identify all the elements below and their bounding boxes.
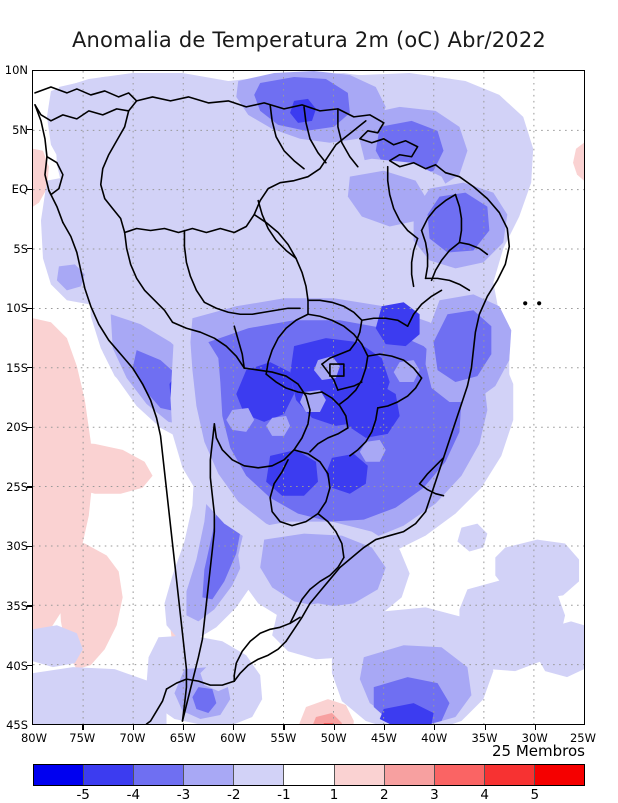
xtick-label: 30W (521, 731, 548, 745)
ytick-label: 5S (13, 241, 28, 256)
colorbar-cell-1 (84, 765, 135, 785)
colorbar-tick-label: 3 (430, 787, 439, 803)
xtick-label: 45W (370, 731, 397, 745)
ytick-label: 45S (6, 718, 28, 732)
cold-anomaly-shading (33, 71, 584, 724)
offshore-island-markers (523, 301, 542, 306)
colorbar-cell-4 (234, 765, 285, 785)
colorbar-cell-5 (284, 765, 335, 785)
colorbar-cell-10 (534, 765, 585, 785)
colorbar-cell-2 (134, 765, 185, 785)
colorbar-tick-label: -1 (277, 787, 291, 803)
colorbar-cell-6 (334, 765, 385, 785)
ytick-label: 10N (4, 63, 28, 77)
colorbar-tick-label: -3 (176, 787, 191, 803)
map-plot-area (32, 70, 585, 725)
ytick-label: 40S (6, 658, 28, 673)
xtick-label: 40W (421, 731, 448, 745)
xtick-label: 70W (119, 731, 146, 745)
colorbar-cell-7 (384, 765, 435, 785)
colorbar-cell-9 (484, 765, 535, 785)
page-title: Anomalia de Temperatura 2m (oC) Abr/2022 (71, 28, 546, 52)
colorbar-tick-label: -5 (76, 787, 90, 803)
colorbar-cell-8 (434, 765, 485, 785)
xtick-label: 25W (569, 731, 597, 745)
colorbar-ticklabels: -5 -4 -3 -2 -1 1 2 3 4 5 (33, 787, 585, 803)
xtick-label: 35W (471, 731, 498, 745)
colorbar-cell-0 (34, 765, 85, 785)
colorbar-tick-label: 4 (480, 787, 489, 803)
colorbar-tick-label: -2 (226, 787, 241, 803)
ytick-label: 25S (6, 479, 28, 494)
colorbar-cell-3 (184, 765, 235, 785)
colorbar-tick-label: 1 (329, 787, 339, 803)
xtick-label: 50W (320, 731, 347, 745)
ensemble-members-label: 25 Membros (492, 742, 585, 760)
colorbar (33, 764, 585, 786)
ytick-label: 5N (12, 122, 28, 137)
anomaly-map (33, 71, 584, 724)
ytick-label: 10S (6, 301, 28, 316)
colorbar-tick-label: 2 (379, 787, 389, 803)
ytick-label: EQ (11, 182, 28, 196)
colorbar-tick-label: -4 (126, 787, 141, 803)
xtick-label: 65W (169, 731, 196, 745)
colorbar-tick-label: 5 (530, 787, 540, 803)
xtick-label: 60W (220, 731, 247, 745)
ytick-label: 20S (6, 420, 28, 435)
colorbar-cells (33, 764, 585, 786)
xtick-label: 80W (20, 731, 48, 745)
ytick-label: 30S (6, 539, 28, 554)
xtick-label: 55W (270, 731, 297, 745)
xtick-label: 75W (69, 731, 96, 745)
ytick-label: 35S (6, 598, 28, 613)
ytick-label: 15S (6, 360, 28, 375)
map-outlines (34, 86, 511, 724)
